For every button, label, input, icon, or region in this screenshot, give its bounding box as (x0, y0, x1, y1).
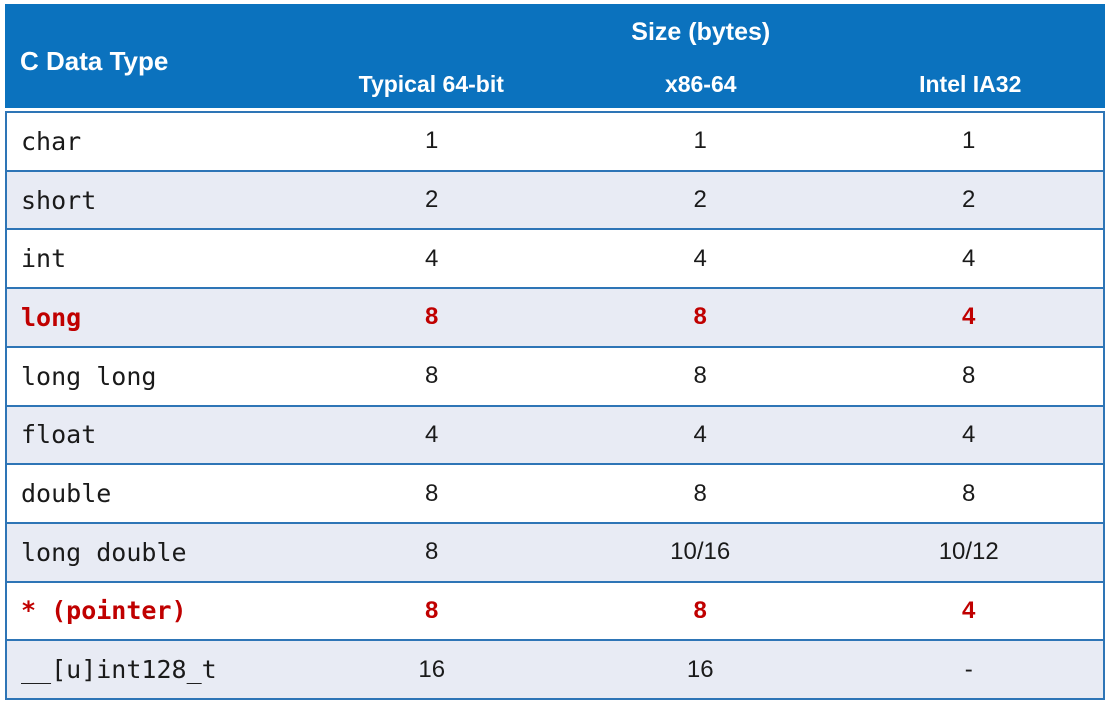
cell-typical64: 4 (425, 244, 439, 272)
cell-x86-64: 4 (693, 420, 707, 448)
cell-x86-64: 8 (693, 303, 707, 331)
header-x86-64: x86-64 (664, 71, 737, 97)
table-row-double: double 8 8 8 (7, 463, 1103, 522)
table-row-short: short 2 2 2 (7, 169, 1103, 229)
cell-type: short (21, 185, 97, 215)
table-row-long-long: long long 8 8 8 (7, 345, 1103, 405)
table-row-uint128: __[u]int128_t 16 16 - (7, 639, 1103, 699)
cell-ia32: 10/12 (938, 538, 999, 566)
cell-typical64: 8 (425, 479, 439, 507)
cell-typical64: 1 (425, 127, 439, 155)
cell-ia32: 4 (962, 596, 976, 624)
cell-type: long (21, 302, 82, 332)
header-c-data-type: C Data Type (20, 46, 169, 76)
cell-x86-64: 8 (693, 479, 707, 507)
cell-type: long long (21, 361, 157, 391)
cell-type: * (pointer) (21, 596, 187, 626)
cell-type: __[u]int128_t (21, 655, 217, 685)
cell-ia32: 4 (962, 420, 976, 448)
cell-typical64: 8 (425, 303, 439, 331)
cell-ia32: 2 (962, 186, 976, 214)
cell-ia32: 8 (962, 479, 976, 507)
cell-typical64: 4 (425, 420, 439, 448)
cell-typical64: 2 (425, 186, 439, 214)
cell-ia32: 4 (962, 244, 976, 272)
cell-typical64: 8 (425, 596, 439, 624)
cell-type: char (21, 126, 82, 156)
cell-type: long double (21, 537, 187, 567)
header-intel-ia32: Intel IA32 (919, 71, 1022, 97)
cell-type: float (21, 420, 97, 450)
header-typical-64-bit: Typical 64-bit (358, 71, 504, 97)
table-body: char 1 1 1 short 2 2 2 int 4 4 4 long 8 … (5, 111, 1105, 700)
cell-ia32: 8 (962, 362, 976, 390)
cell-type: int (21, 244, 67, 274)
cell-x86-64: 2 (693, 186, 707, 214)
table-row-float: float 4 4 4 (7, 404, 1103, 464)
cell-x86-64: 4 (693, 244, 707, 272)
cell-x86-64: 16 (686, 655, 714, 683)
cell-typical64: 16 (418, 655, 446, 683)
table-row-long-highlighted: long 8 8 4 (7, 287, 1103, 346)
cell-x86-64: 1 (693, 127, 707, 155)
cell-typical64: 8 (425, 362, 439, 390)
header-subcolumn-spacer (5, 73, 297, 96)
cell-ia32: 1 (962, 127, 976, 155)
cell-typical64: 8 (425, 538, 439, 566)
cell-ia32: - (964, 655, 973, 683)
header-subcolumns: Typical 64-bit x86-64 Intel IA32 (5, 73, 1105, 96)
cell-x86-64: 10/16 (670, 538, 731, 566)
cell-type: double (21, 479, 112, 509)
table-row-pointer-highlighted: * (pointer) 8 8 4 (7, 580, 1103, 640)
cell-x86-64: 8 (693, 362, 707, 390)
cell-ia32: 4 (962, 303, 976, 331)
table-row-int: int 4 4 4 (7, 228, 1103, 287)
table-row-char: char 1 1 1 (7, 113, 1103, 170)
cell-x86-64: 8 (693, 596, 707, 624)
header-body-divider (5, 108, 1105, 111)
header-size-bytes-group: Size (bytes) (631, 18, 771, 46)
c-data-type-size-table: C Data Type Size (bytes) Typical 64-bit … (5, 4, 1105, 700)
table-header: C Data Type Size (bytes) Typical 64-bit … (5, 4, 1105, 108)
table-row-long-double: long double 8 10/16 10/12 (7, 521, 1103, 581)
